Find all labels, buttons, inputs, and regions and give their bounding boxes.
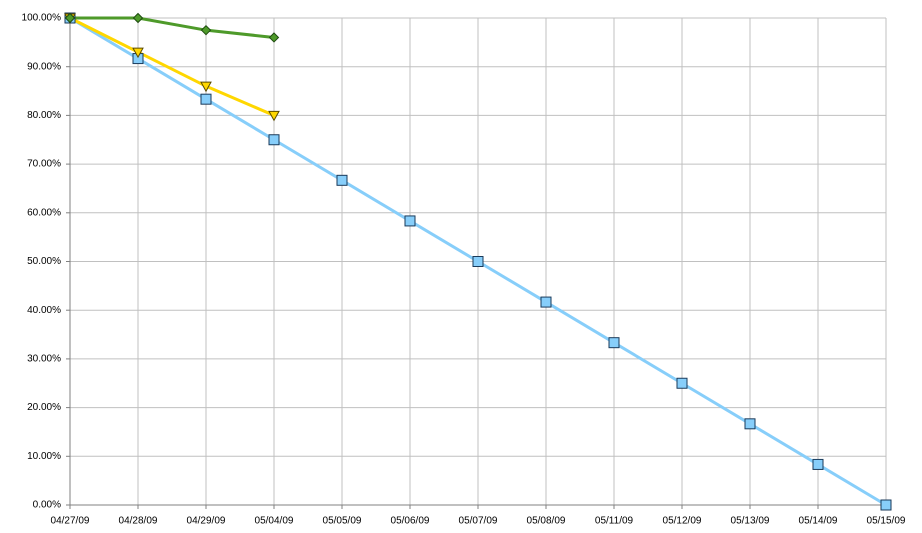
- y-tick-label: 20.00%: [27, 402, 61, 413]
- marker: [676, 377, 688, 389]
- marker: [200, 93, 212, 105]
- marker: [268, 110, 280, 122]
- x-tick-label: 05/04/09: [255, 516, 294, 527]
- y-tick-label: 60.00%: [27, 207, 61, 218]
- x-tick-label: 04/29/09: [187, 516, 226, 527]
- x-tick-label: 05/12/09: [663, 516, 702, 527]
- marker: [608, 337, 620, 349]
- y-tick-label: 40.00%: [27, 305, 61, 316]
- marker: [472, 256, 484, 267]
- marker: [812, 458, 824, 470]
- y-tick-label: 80.00%: [27, 110, 61, 121]
- y-tick-label: 70.00%: [27, 159, 61, 170]
- x-tick-label: 04/27/09: [51, 516, 90, 527]
- y-tick-label: 10.00%: [27, 451, 61, 462]
- series-line: [69, 16, 275, 117]
- x-tick-label: 05/15/09: [867, 516, 906, 527]
- marker: [132, 47, 144, 59]
- y-tick-label: 50.00%: [27, 256, 61, 267]
- y-tick-label: 0.00%: [33, 500, 61, 511]
- x-tick-label: 05/06/09: [391, 516, 430, 527]
- x-tick-label: 05/07/09: [459, 516, 498, 527]
- marker: [540, 296, 552, 308]
- marker: [268, 134, 280, 146]
- x-tick-label: 05/14/09: [799, 516, 838, 527]
- marker: [64, 12, 76, 24]
- y-tick-label: 100.00%: [22, 13, 62, 24]
- y-tick-label: 90.00%: [27, 61, 61, 72]
- series-line: [70, 16, 275, 39]
- marker: [132, 12, 144, 24]
- x-tick-label: 05/05/09: [323, 516, 362, 527]
- x-tick-label: 04/28/09: [119, 516, 158, 527]
- marker: [336, 174, 348, 186]
- marker: [200, 24, 212, 36]
- marker: [744, 418, 756, 430]
- x-tick-label: 05/08/09: [527, 516, 566, 527]
- marker: [200, 81, 212, 93]
- y-tick-label: 30.00%: [27, 354, 61, 365]
- x-tick-label: 05/11/09: [595, 516, 634, 527]
- marker: [404, 215, 416, 227]
- marker: [880, 499, 892, 511]
- x-tick-label: 05/13/09: [731, 516, 770, 527]
- marker: [268, 32, 280, 43]
